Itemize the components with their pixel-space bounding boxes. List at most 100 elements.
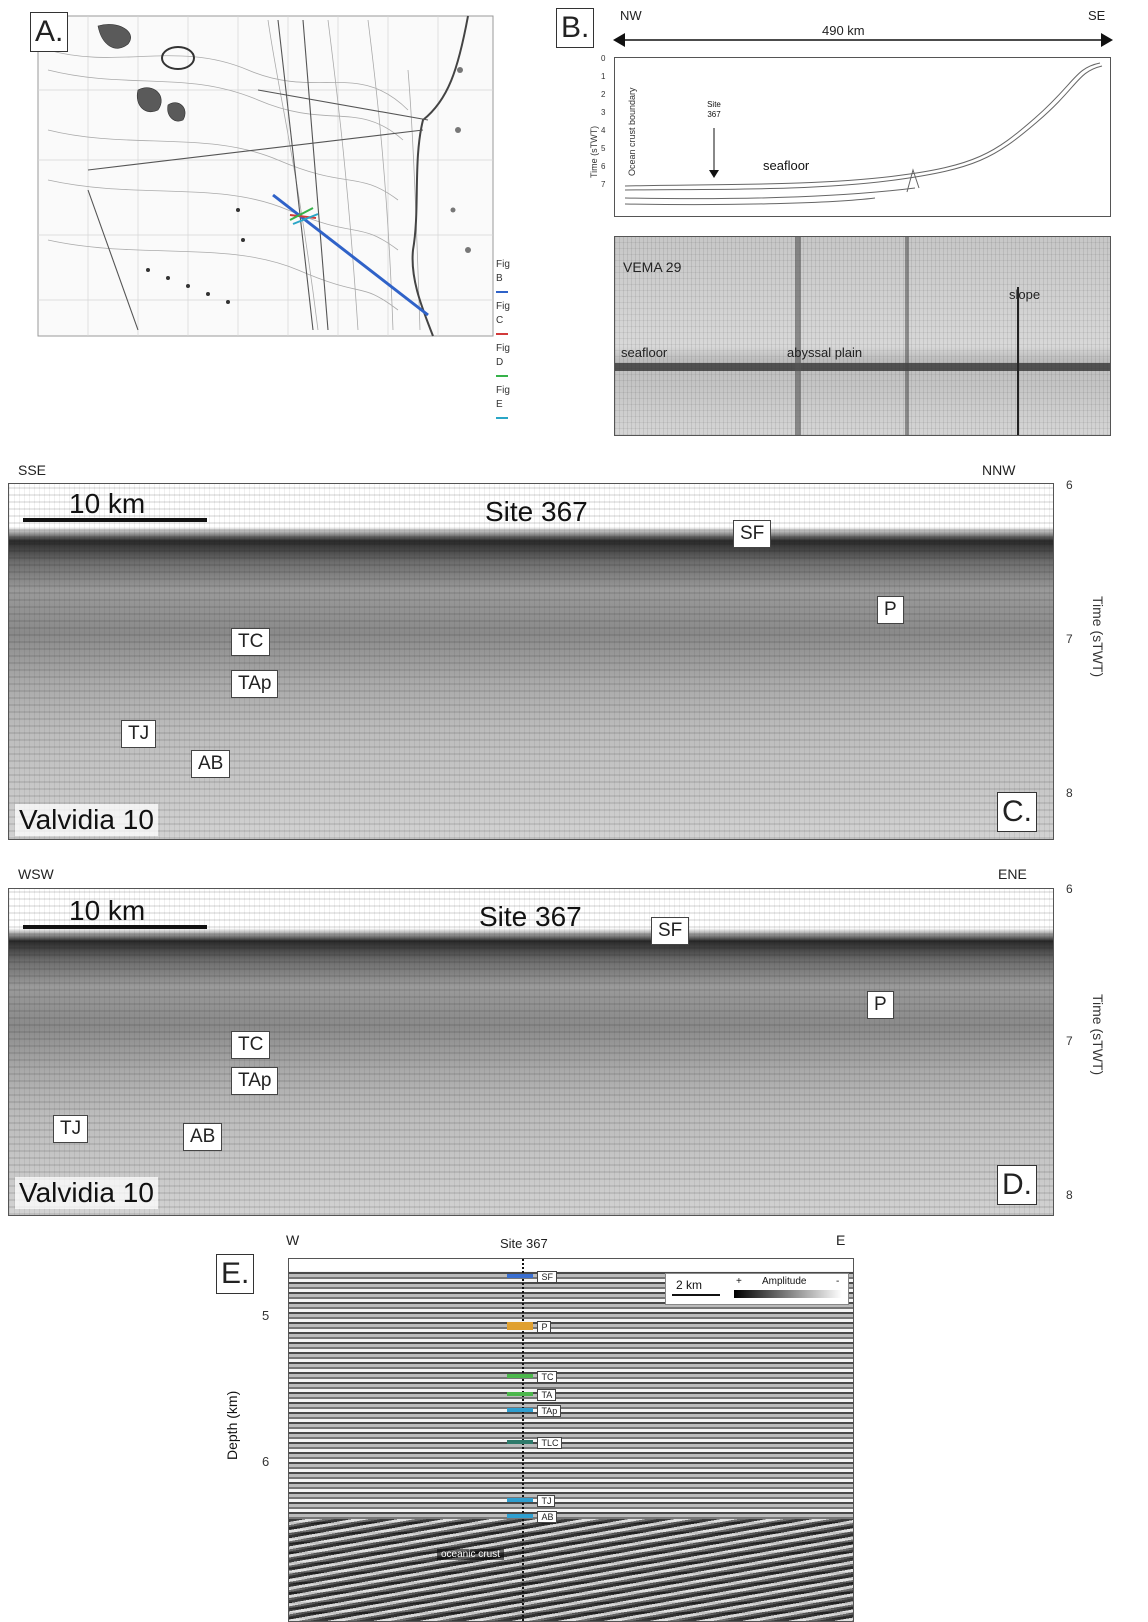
horizon-sf: SF <box>651 917 690 945</box>
horizon-p: P <box>877 596 904 624</box>
horizon-ab: AB <box>183 1123 223 1151</box>
horizon-tj: TJ <box>507 1491 556 1509</box>
legend-swatch <box>496 417 508 420</box>
vema-slope-line <box>1017 287 1019 435</box>
vema-vertical-strip <box>905 237 909 435</box>
panel-d-tick-6: 6 <box>1066 882 1073 896</box>
panel-c-tick-7: 7 <box>1066 632 1073 646</box>
site-label: Site 367 <box>485 496 588 527</box>
horizon-ta: TA <box>507 1385 557 1403</box>
panel-c-letter: C. <box>997 792 1037 832</box>
panel-a-legend: Fig B Fig C Fig D Fig E <box>496 258 510 426</box>
scale-legend-box: 2 km Amplitude + - <box>665 1273 849 1305</box>
vema-seafloor-label: seafloor <box>621 345 668 360</box>
horizon-sf: SF <box>733 520 772 548</box>
panel-c-dir-left: SSE <box>18 462 47 478</box>
scale-label: 10 km <box>69 488 146 519</box>
oceanic-crust-label: oceanic crust <box>437 1549 504 1560</box>
scale-bar <box>672 1294 720 1296</box>
scale-bar <box>23 518 207 522</box>
horizon-tc: TC <box>507 1367 558 1385</box>
panel-b-profile: Time (sTWT) 0 1 2 3 4 5 6 7 Ocean crust … <box>589 54 1111 217</box>
line-name: Valvidia 10 <box>15 1177 158 1209</box>
legend-swatch <box>496 375 508 378</box>
ocean-crust-boundary-label: Ocean crust boundary <box>627 87 637 176</box>
scale-bar <box>23 925 207 929</box>
horizon-tap: TAp <box>507 1401 562 1419</box>
panel-e-dir-right: E <box>836 1232 846 1248</box>
legend-item-fig-b: Fig B <box>496 258 510 300</box>
vema-plain-label: abyssal plain <box>787 345 863 360</box>
horizon-mark <box>507 1497 533 1502</box>
legend-item-fig-d: Fig D <box>496 342 510 384</box>
line-name: Valvidia 10 <box>15 804 158 836</box>
panel-c-tick-6: 6 <box>1066 478 1073 492</box>
amplitude-minus: - <box>836 1276 840 1287</box>
panel-d-seismic-section: 10 km Site 367 SF P TC TAp TJ AB Valvidi… <box>8 888 1054 1216</box>
vema-title: VEMA 29 <box>623 259 682 275</box>
panel-c-seismic-section: 10 km Site 367 SF P TC TAp TJ AB Valvidi… <box>8 483 1054 840</box>
panel-e-tick-5: 5 <box>262 1308 270 1323</box>
horizon-mark <box>507 1373 533 1378</box>
horizon-tap: TAp <box>231 1067 279 1095</box>
panel-d-letter: D. <box>997 1165 1037 1205</box>
scale-label: 2 km <box>676 1278 703 1292</box>
panel-b-distance: 490 km <box>818 23 869 38</box>
horizon-tap: TAp <box>231 670 279 698</box>
water-column <box>289 1259 853 1271</box>
horizon-sf: SF <box>507 1267 557 1285</box>
panel-e-depth-section: 2 km Amplitude + - SF P TC TA TAp TLC TJ… <box>288 1258 854 1622</box>
panel-b-letter: B. <box>556 8 595 48</box>
bathymetric-map <box>37 15 494 337</box>
legend-swatch <box>496 291 508 294</box>
panel-d-dir-right: ENE <box>998 866 1027 882</box>
amplitude-plus: + <box>736 1276 742 1287</box>
fig-e-track <box>292 213 319 225</box>
legend-item-fig-e: Fig E <box>496 384 510 426</box>
panel-e-site: Site 367 <box>500 1236 548 1251</box>
amplitude-label: Amplitude <box>762 1276 807 1287</box>
panel-a: A. Fig B Fig C Fig D Fig E <box>28 10 510 420</box>
horizon-tj: TJ <box>121 720 157 748</box>
horizon-tc: TC <box>231 1031 271 1059</box>
horizon-mark <box>507 1407 533 1412</box>
vema-vertical-strip <box>795 237 801 435</box>
panel-d-tick-7: 7 <box>1066 1034 1073 1048</box>
horizon-mark <box>507 1391 533 1396</box>
seafloor-label: seafloor <box>763 158 810 173</box>
amplitude-gradient <box>734 1290 842 1298</box>
panel-d-tick-8: 8 <box>1066 1188 1073 1202</box>
horizon-tc: TC <box>231 628 271 656</box>
site-label: Site 367 <box>479 901 582 932</box>
panel-e-tick-6: 6 <box>262 1454 270 1469</box>
horizon-ab: AB <box>507 1507 558 1525</box>
distance-arrow <box>613 33 1113 47</box>
fig-d-track <box>289 207 314 221</box>
bathymetric-profile <box>624 62 1103 206</box>
panel-c-ylabel: Time (sTWT) <box>1090 596 1106 678</box>
horizon-mark <box>507 1273 533 1278</box>
panel-d-ylabel: Time (sTWT) <box>1090 994 1106 1076</box>
panel-b-dir-left: NW <box>620 8 642 23</box>
panel-b-ylabel: Time (sTWT) <box>589 125 599 178</box>
vema-slope-label: slope <box>1009 287 1041 302</box>
legend-item-fig-c: Fig C <box>496 300 510 342</box>
horizon-tlc: TLC <box>507 1433 563 1451</box>
crust-zone <box>289 1519 853 1621</box>
legend-swatch <box>496 333 508 336</box>
horizon-tj: TJ <box>53 1115 89 1143</box>
panel-e-letter: E. <box>216 1254 255 1294</box>
horizon-mark <box>507 1439 533 1444</box>
site-arrow <box>709 128 719 178</box>
scale-label: 10 km <box>69 895 146 926</box>
panel-b-dir-right: SE <box>1088 8 1106 23</box>
panel-d-dir-left: WSW <box>18 866 54 882</box>
panel-c-dir-right: NNW <box>982 462 1016 478</box>
horizon-ab: AB <box>191 750 231 778</box>
horizon-mark <box>507 1513 533 1518</box>
vema-29-record: VEMA 29 seafloor abyssal plain slope <box>614 236 1111 436</box>
panel-e-dir-left: W <box>286 1232 300 1248</box>
horizon-mark <box>507 1321 533 1330</box>
site-367-marker: Site 367 <box>707 100 721 119</box>
horizon-p: P <box>507 1317 552 1335</box>
